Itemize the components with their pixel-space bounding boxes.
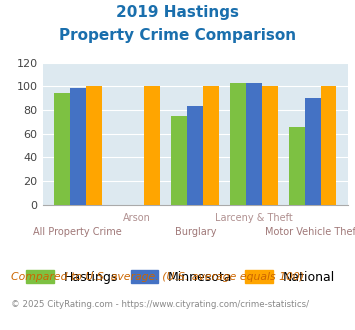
- Bar: [305, 98, 321, 205]
- Text: Larceny & Theft: Larceny & Theft: [215, 213, 293, 223]
- Bar: [54, 93, 70, 205]
- Bar: [171, 116, 187, 205]
- Bar: [321, 86, 337, 205]
- Text: Compared to U.S. average. (U.S. average equals 100): Compared to U.S. average. (U.S. average …: [11, 272, 304, 282]
- Bar: [144, 86, 160, 205]
- Text: Property Crime Comparison: Property Crime Comparison: [59, 28, 296, 43]
- Text: Motor Vehicle Theft: Motor Vehicle Theft: [265, 227, 355, 237]
- Bar: [70, 87, 86, 205]
- Text: © 2025 CityRating.com - https://www.cityrating.com/crime-statistics/: © 2025 CityRating.com - https://www.city…: [11, 300, 308, 309]
- Bar: [230, 83, 246, 205]
- Text: All Property Crime: All Property Crime: [33, 227, 122, 237]
- Text: Burglary: Burglary: [175, 227, 216, 237]
- Bar: [246, 83, 262, 205]
- Bar: [203, 86, 219, 205]
- Text: 2019 Hastings: 2019 Hastings: [116, 5, 239, 20]
- Bar: [262, 86, 278, 205]
- Bar: [86, 86, 102, 205]
- Bar: [187, 107, 203, 205]
- Bar: [289, 127, 305, 205]
- Legend: Hastings, Minnesota, National: Hastings, Minnesota, National: [21, 265, 340, 289]
- Text: Arson: Arson: [122, 213, 151, 223]
